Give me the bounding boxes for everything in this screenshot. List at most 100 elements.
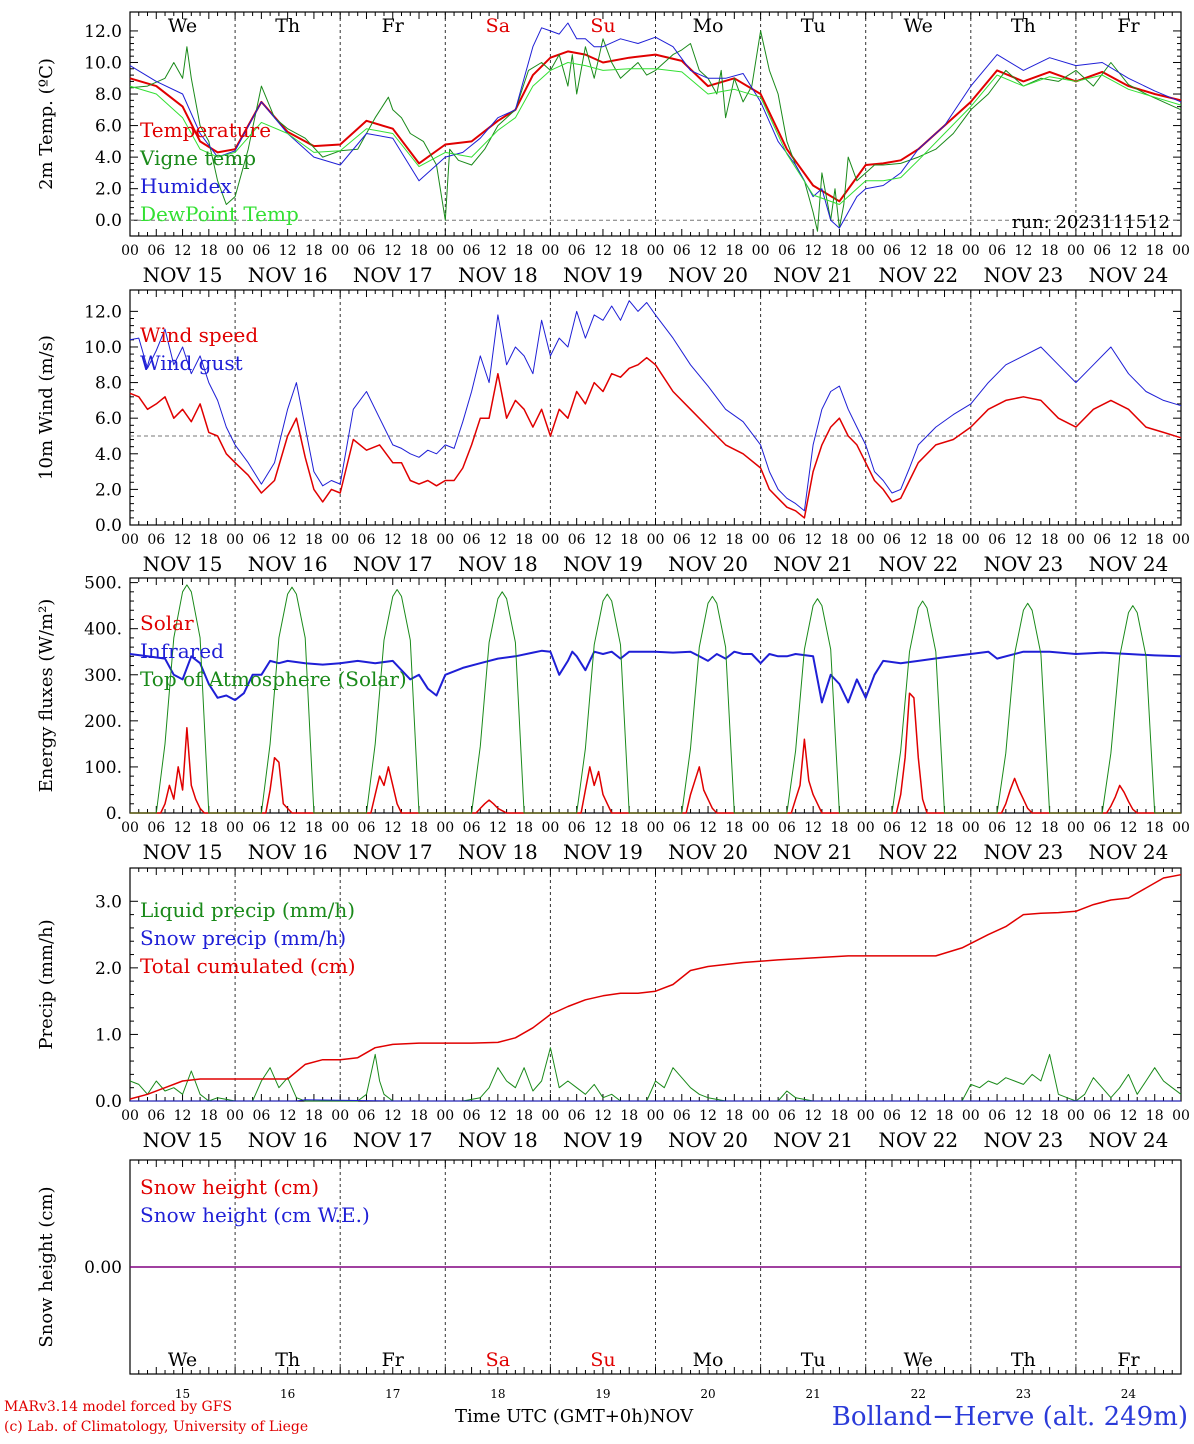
x-axis-time-label: Time UTC (GMT+0h): [455, 1406, 650, 1427]
legend-entry: Humidex: [140, 174, 232, 198]
date-label: NOV 16: [248, 552, 328, 576]
hour-label: 12: [489, 1108, 507, 1124]
hour-label: 18: [515, 820, 533, 836]
hour-label: 00: [1172, 532, 1190, 548]
series-line-dewpoint-temp: [129, 62, 1182, 205]
legend-entry: DewPoint Temp: [140, 202, 299, 226]
hour-label: 06: [673, 1108, 691, 1124]
hour-label: 12: [699, 1108, 717, 1124]
legend-entry: Snow height (cm): [140, 1175, 319, 1199]
hour-label: 06: [147, 243, 165, 259]
weekday-label: Fr: [1117, 1349, 1140, 1371]
hour-label: 18: [200, 1108, 218, 1124]
hour-label: 18: [936, 532, 954, 548]
hour-label: 18: [1146, 532, 1164, 548]
date-label: NOV 20: [668, 552, 748, 576]
hour-label: 00: [857, 243, 875, 259]
run-label: run: 2023111512: [1012, 212, 1170, 233]
hour-label: 18: [831, 532, 849, 548]
hour-label: 18: [725, 1108, 743, 1124]
weekday-label: Sa: [486, 1349, 510, 1371]
hour-label: 18: [410, 243, 428, 259]
legend-entry: Vigne temp: [139, 146, 256, 170]
station-name: Bolland−Herve (alt. 249m): [831, 1402, 1188, 1432]
weekday-label: Sa: [486, 15, 510, 37]
hour-label: 12: [909, 532, 927, 548]
date-label: NOV 24: [1089, 840, 1169, 864]
hour-label: 12: [699, 243, 717, 259]
hour-label: 00: [541, 532, 559, 548]
day-number-label: 23: [1016, 1387, 1031, 1401]
hour-label: 12: [804, 1108, 822, 1124]
hour-label: 12: [1014, 1108, 1032, 1124]
hour-label: 00: [1172, 1108, 1190, 1124]
date-label: NOV 17: [353, 263, 433, 287]
date-label: NOV 21: [773, 552, 853, 576]
credit-lab: (c) Lab. of Climatology, University of L…: [4, 1419, 309, 1435]
weekday-label: Tu: [801, 15, 826, 37]
series-line-temperature: [129, 50, 1182, 203]
series-line-snow-precip-mm-h-: [130, 1099, 1181, 1102]
hour-label: 18: [200, 532, 218, 548]
hour-label: 06: [463, 243, 481, 259]
y-tick-label: 10.0: [84, 53, 122, 73]
hour-label: 18: [1041, 243, 1059, 259]
date-label: NOV 22: [878, 263, 958, 287]
hour-label: 12: [174, 820, 192, 836]
weekday-label: Mo: [693, 15, 724, 37]
hour-label: 00: [226, 820, 244, 836]
date-label: NOV 15: [143, 840, 223, 864]
hour-label: 00: [857, 532, 875, 548]
series-line-top-of-atmosphere-solar-: [130, 584, 1181, 814]
legend-entry: Total cumulated (cm): [140, 954, 356, 978]
hour-label: 12: [699, 820, 717, 836]
hour-label: 12: [489, 243, 507, 259]
series-line-solar: [130, 692, 1181, 814]
weekday-label: Th: [1011, 15, 1036, 37]
hour-label: 06: [673, 532, 691, 548]
panel-temp: 0.0 2.0 4.0 6.0 8.0 10.0 12.0 2m Temp. (ºC) Temp…: [36, 11, 1190, 287]
hour-label: 00: [121, 532, 139, 548]
date-label: NOV 15: [143, 1128, 223, 1152]
y-tick-label: 0.0: [95, 211, 122, 231]
hour-label: 00: [226, 1108, 244, 1124]
date-label: NOV 21: [773, 263, 853, 287]
day-number-label: 21: [806, 1387, 821, 1401]
hour-label: 18: [410, 820, 428, 836]
hour-label: 06: [1093, 820, 1111, 836]
hour-label: 18: [305, 532, 323, 548]
hour-label: 12: [1120, 1108, 1138, 1124]
series-line-wind-speed: [129, 356, 1182, 519]
hour-label: 06: [673, 820, 691, 836]
hour-label: 18: [620, 1108, 638, 1124]
hour-label: 12: [1014, 820, 1032, 836]
date-label: NOV 20: [668, 840, 748, 864]
hour-label: 12: [489, 532, 507, 548]
weekday-label: Su: [590, 1349, 615, 1371]
date-label: NOV 18: [458, 263, 538, 287]
y-tick-label: 0.: [106, 804, 122, 824]
hour-label: 00: [752, 532, 770, 548]
date-label: NOV 23: [983, 840, 1063, 864]
hour-label: 12: [279, 532, 297, 548]
hour-label: 18: [515, 1108, 533, 1124]
hour-label: 18: [305, 243, 323, 259]
y-tick-label: 200.: [84, 712, 122, 732]
legend-entry: Infrared: [140, 639, 224, 663]
hour-label: 00: [1172, 820, 1190, 836]
weekday-label: We: [168, 1349, 197, 1371]
hour-label: 00: [121, 1108, 139, 1124]
y-tick-label: 2.0: [95, 180, 122, 200]
hour-label: 12: [174, 243, 192, 259]
y-tick-label: 3.0: [95, 892, 122, 912]
hour-label: 12: [1120, 820, 1138, 836]
hour-label: 06: [883, 820, 901, 836]
y-tick-label: 300.: [84, 666, 122, 686]
date-label: NOV 20: [668, 1128, 748, 1152]
hour-label: 06: [358, 532, 376, 548]
hour-label: 18: [620, 820, 638, 836]
hour-label: 12: [1120, 243, 1138, 259]
series-line-humidex: [129, 22, 1182, 229]
date-label: NOV 15: [143, 552, 223, 576]
